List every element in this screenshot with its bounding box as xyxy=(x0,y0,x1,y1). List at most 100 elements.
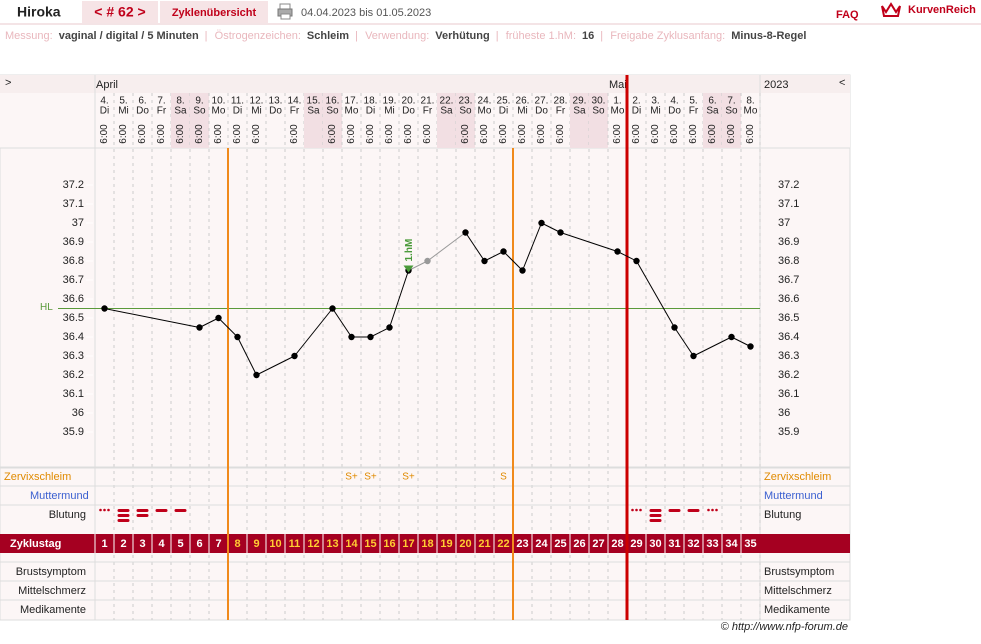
y-tick-label-right: 36.6 xyxy=(778,293,799,305)
cycle-day: 15 xyxy=(364,538,376,550)
separator: | xyxy=(355,30,358,42)
y-tick-label-right: 36.1 xyxy=(778,388,799,400)
logo-text[interactable]: KurvenReich xyxy=(908,4,976,16)
temp-point xyxy=(481,257,488,265)
weekday: Mo xyxy=(744,106,758,117)
period: 04.04.2023 bis 01.05.2023 xyxy=(301,7,431,19)
time: 6:00 xyxy=(289,124,300,144)
temp-segment xyxy=(104,308,200,328)
cycle-nav[interactable]: < # 62 > xyxy=(94,4,145,20)
cycle-day: 32 xyxy=(687,538,699,550)
time: 6:00 xyxy=(631,124,642,144)
bleeding-mark xyxy=(687,509,700,512)
overview-box[interactable] xyxy=(160,1,268,23)
date: 18. xyxy=(364,96,378,107)
y-tick-label-right: 36.5 xyxy=(778,312,799,324)
weekday: Mi xyxy=(118,106,129,117)
y-tick-label-right: 36.3 xyxy=(778,350,799,362)
overview-link[interactable]: Zyklenübersicht xyxy=(172,7,257,19)
temp-segment xyxy=(237,336,257,376)
bleeding-bar xyxy=(649,509,662,512)
cycle-day: 19 xyxy=(440,538,452,550)
weekend-shade xyxy=(456,93,475,148)
date: 14. xyxy=(288,96,302,107)
year: 2023 xyxy=(764,79,788,91)
cycle-day: 21 xyxy=(478,538,490,550)
cycle-day: 5 xyxy=(177,538,183,550)
info-label: Östrogenzeichen: xyxy=(215,30,301,42)
cycle-day: 31 xyxy=(668,538,680,550)
weekday: Sa xyxy=(440,106,453,117)
cycle-day: 23 xyxy=(516,538,528,550)
y-tick-label-right: 37.2 xyxy=(778,179,799,191)
row-label-right: Brustsymptom xyxy=(764,566,834,578)
date: 11. xyxy=(231,96,244,107)
temp-point xyxy=(557,229,564,236)
first-high-label: 1.hM xyxy=(404,239,415,262)
nav-next[interactable]: < xyxy=(839,77,845,89)
nav-box[interactable] xyxy=(82,1,158,23)
bleeding-bar xyxy=(155,509,168,512)
time: 6:00 xyxy=(650,124,661,144)
y-tick-label-right: 36.8 xyxy=(778,255,799,267)
weekday: Di xyxy=(499,106,508,117)
date: 8. xyxy=(746,96,754,107)
nav-prev[interactable]: > xyxy=(5,77,11,89)
bleeding-mark xyxy=(99,508,110,512)
weekday: Do xyxy=(136,106,149,117)
weekday: Mo xyxy=(345,106,359,117)
weekday: Do xyxy=(535,106,548,117)
date: 21. xyxy=(421,96,435,107)
time: 6:00 xyxy=(251,124,262,144)
faq-link[interactable]: FAQ xyxy=(836,9,859,21)
weekday: Mi xyxy=(517,106,528,117)
temp-point xyxy=(671,324,678,331)
time: 6:00 xyxy=(555,124,566,144)
weekday: Mi xyxy=(384,106,395,117)
cycle-day: 3 xyxy=(139,538,145,550)
temp-point xyxy=(462,229,469,236)
weekday: Di xyxy=(366,106,375,117)
temp-segment xyxy=(427,232,466,262)
cycle-day: 20 xyxy=(459,538,471,550)
weekend-shade xyxy=(323,93,342,148)
bleeding-bar xyxy=(117,509,130,512)
weekday: Do xyxy=(402,106,415,117)
cycle-day: 33 xyxy=(706,538,718,550)
temp-point xyxy=(253,371,260,379)
weekday: Fr xyxy=(157,106,167,117)
date: 19. xyxy=(383,96,397,107)
weekday: So xyxy=(193,106,206,117)
date: 9. xyxy=(195,96,203,107)
date: 2. xyxy=(632,96,640,107)
temp-segment xyxy=(294,308,333,357)
first-high-marker xyxy=(403,265,414,273)
cycle-day: 2 xyxy=(120,538,126,550)
y-tick-label-right: 37.1 xyxy=(778,198,799,210)
time: 6:00 xyxy=(175,124,186,144)
cycle-day: 11 xyxy=(289,538,301,550)
mucus-mark: S+ xyxy=(345,472,358,483)
row-label-right: Mittelschmerz xyxy=(764,585,832,597)
mucus-mark: S xyxy=(500,472,507,483)
info-label: Freigabe Zyklusanfang: xyxy=(610,30,725,42)
weekend-shade xyxy=(570,93,589,148)
weekday: Fr xyxy=(423,106,433,117)
time: 6:00 xyxy=(346,124,357,144)
weekend-shade xyxy=(171,93,190,148)
cycle-day: 22 xyxy=(497,538,509,550)
time: 6:00 xyxy=(688,124,699,144)
print-icon[interactable] xyxy=(277,3,293,20)
bleeding-dot xyxy=(711,508,714,512)
time: 6:00 xyxy=(669,124,680,144)
weekend-shade xyxy=(304,93,323,148)
time: 6:00 xyxy=(365,124,376,144)
cycle-day: 7 xyxy=(215,538,221,550)
date: 10. xyxy=(212,96,226,107)
row-label: Muttermund xyxy=(30,490,89,502)
temp-segment xyxy=(522,222,542,271)
date: 4. xyxy=(670,96,678,107)
temp-segment xyxy=(218,317,238,338)
weekday: So xyxy=(725,106,738,117)
weekend-shade xyxy=(703,93,722,148)
